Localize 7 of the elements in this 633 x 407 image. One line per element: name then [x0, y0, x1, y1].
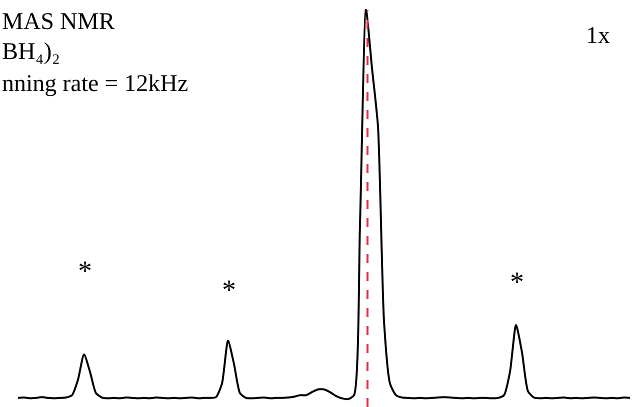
- annotation: *: [78, 256, 92, 287]
- annotation: *: [510, 267, 524, 298]
- annotation: MAS NMR: [2, 9, 115, 35]
- annotation: 1x: [586, 23, 610, 49]
- annotation: BH₄)₂: [2, 39, 60, 65]
- annotation: nning rate = 12kHz: [2, 71, 188, 97]
- annotation: *: [222, 275, 236, 306]
